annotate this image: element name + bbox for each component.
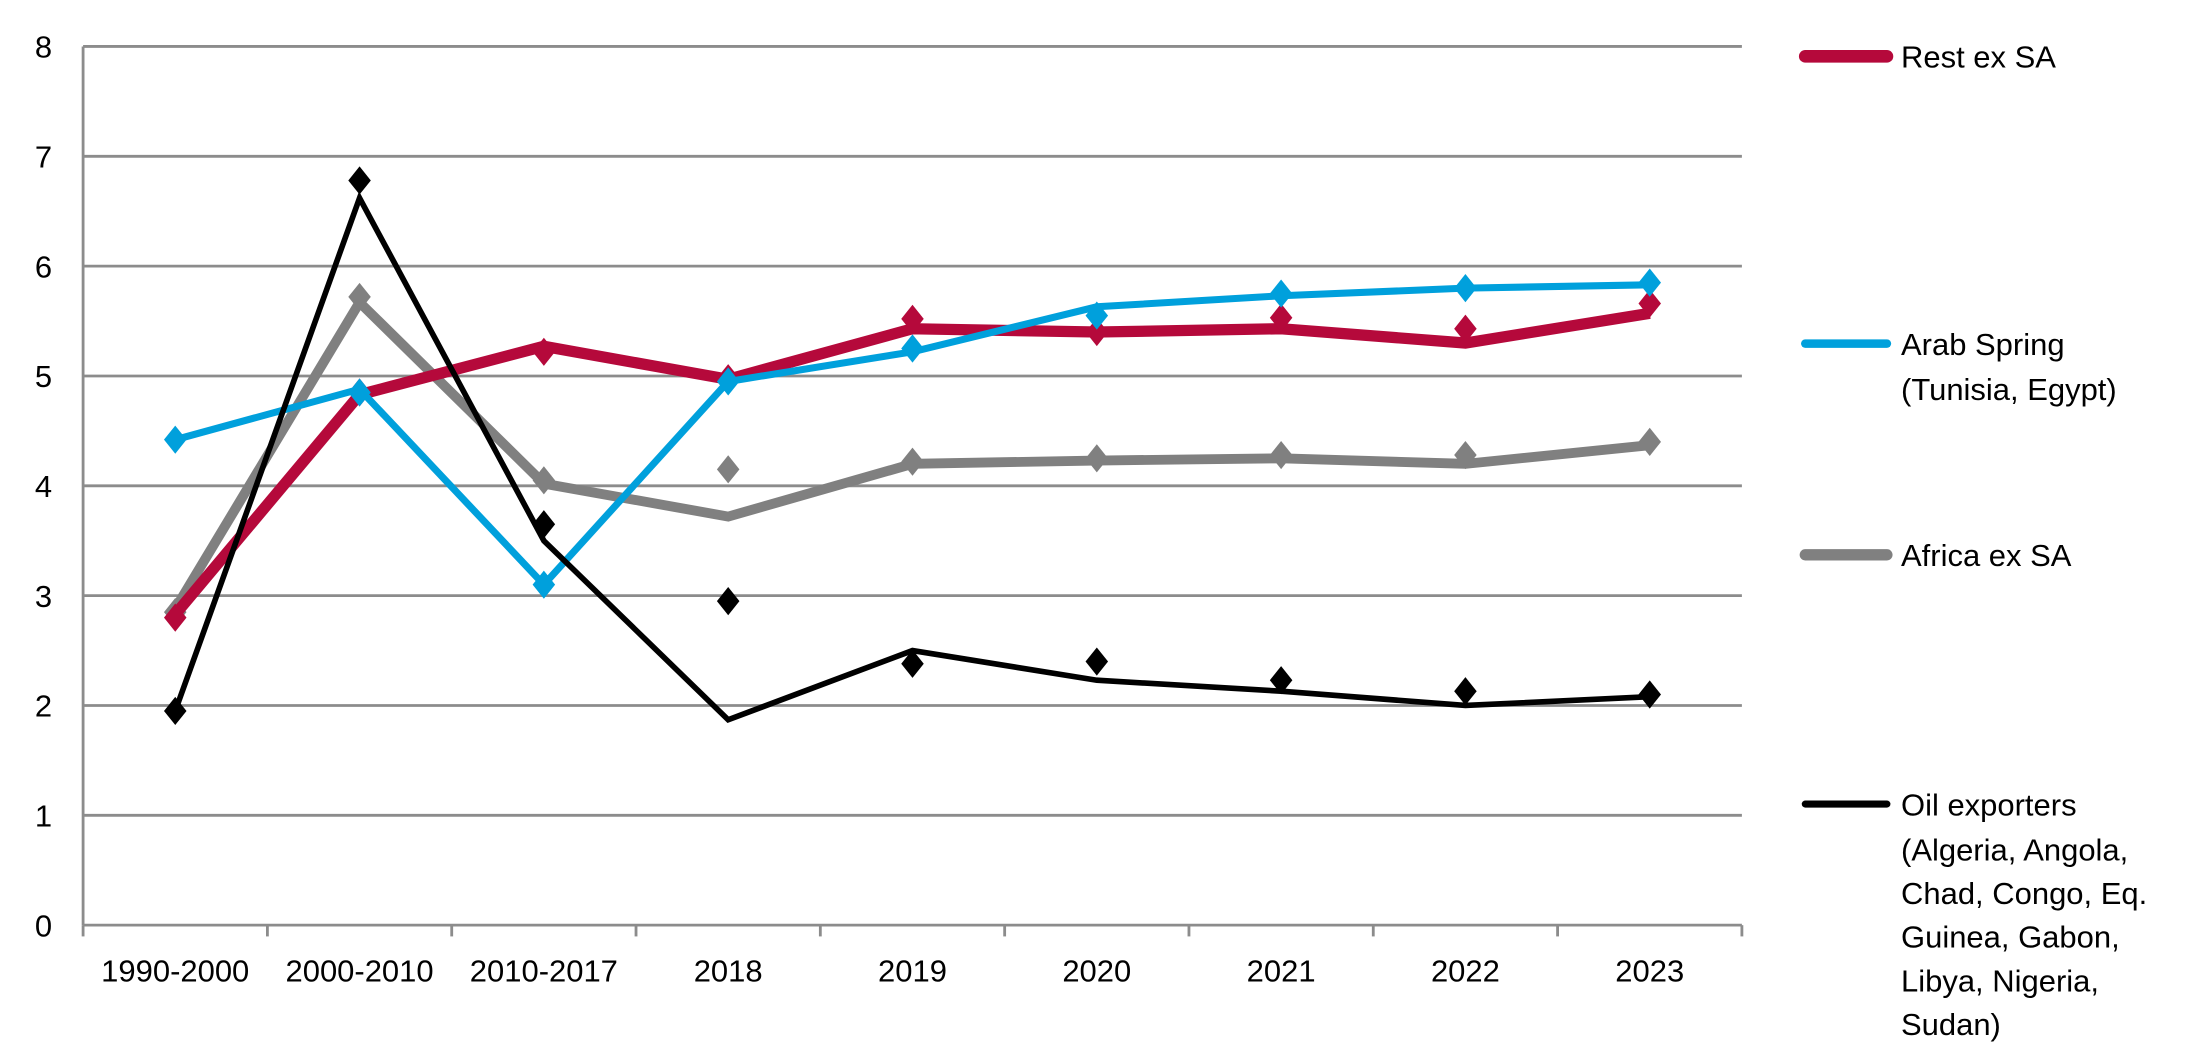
x-tick-label: 2010-2017 xyxy=(470,953,618,988)
x-tick-label: 2023 xyxy=(1615,953,1684,988)
x-tick-label: 2000-2010 xyxy=(286,953,434,988)
y-tick-label: 0 xyxy=(35,908,52,943)
y-tick-label: 8 xyxy=(35,30,52,65)
legend-label: Africa ex SA xyxy=(1901,538,2072,573)
data-marker xyxy=(901,649,924,678)
series-group xyxy=(163,166,1662,726)
data-marker xyxy=(1269,279,1293,308)
data-marker xyxy=(716,455,740,484)
data-marker xyxy=(1638,268,1662,297)
y-tick-label: 6 xyxy=(35,249,52,284)
x-tick-label: 2021 xyxy=(1247,953,1316,988)
data-marker xyxy=(348,166,371,195)
data-marker xyxy=(901,447,924,476)
data-marker xyxy=(716,587,740,616)
data-marker xyxy=(532,337,556,366)
data-marker xyxy=(1638,680,1662,709)
data-marker xyxy=(163,425,187,454)
y-tick-label: 2 xyxy=(35,689,52,724)
data-marker xyxy=(348,378,371,407)
data-marker xyxy=(532,570,556,599)
x-tick-label: 2019 xyxy=(878,953,947,988)
data-marker xyxy=(901,334,924,363)
data-marker xyxy=(1454,440,1477,470)
legend-label: Oil exporters xyxy=(1901,787,2077,822)
data-marker xyxy=(1638,427,1662,456)
legend-label: Rest ex SA xyxy=(1901,40,2056,75)
legend-label: Arab Spring xyxy=(1901,327,2065,362)
data-marker xyxy=(1454,677,1477,706)
y-tick-label: 3 xyxy=(35,579,52,614)
y-tick-label: 1 xyxy=(35,799,52,834)
data-marker xyxy=(1085,444,1109,473)
data-marker xyxy=(163,696,187,726)
x-tick-label: 1990-2000 xyxy=(101,953,249,988)
data-marker xyxy=(532,466,556,495)
data-marker xyxy=(532,510,556,539)
legend-label: Guinea, Gabon, xyxy=(1901,920,2120,955)
legend: Rest ex SA Arab Spring (Tunisia, Egypt) Afr… xyxy=(1798,40,2147,1042)
data-marker xyxy=(901,304,924,333)
legend-label: Sudan) xyxy=(1901,1007,2001,1042)
y-tick-label: 7 xyxy=(35,140,52,175)
data-marker xyxy=(1454,274,1477,303)
x-tick-label: 2020 xyxy=(1062,953,1131,988)
y-tick-label: 4 xyxy=(35,469,52,504)
data-marker xyxy=(1269,440,1293,470)
legend-label: Libya, Nigeria, xyxy=(1901,963,2099,998)
gridlines xyxy=(83,45,1742,817)
data-marker xyxy=(163,603,187,632)
legend-label: (Tunisia, Egypt) xyxy=(1901,372,2117,407)
axes: 0 1 2 3 4 5 6 7 8 1990-2000 2000-2010 2010-2017 2018… xyxy=(35,30,1744,988)
legend-label: (Algeria, Angola, xyxy=(1901,832,2128,867)
x-tick-label: 2022 xyxy=(1431,953,1500,988)
legend-label: Chad, Congo, Eq. xyxy=(1901,876,2147,911)
series-oil-exporters xyxy=(163,166,1662,726)
x-tick-label: 2018 xyxy=(694,953,763,988)
data-marker xyxy=(1085,647,1109,676)
y-tick-label: 5 xyxy=(35,359,52,394)
